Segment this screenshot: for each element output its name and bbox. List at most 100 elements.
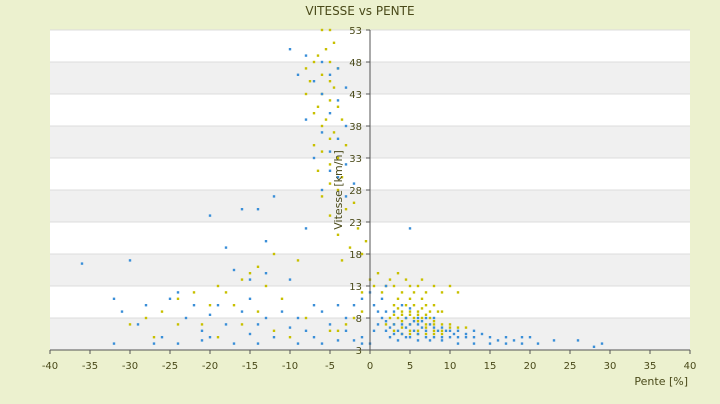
data-point-blue (388, 336, 392, 339)
data-point-yellow (320, 150, 324, 153)
data-point-yellow (440, 329, 444, 332)
data-point-blue (416, 316, 420, 320)
data-point-yellow (432, 304, 436, 307)
data-point-blue (528, 336, 532, 339)
data-point-yellow (448, 326, 452, 329)
data-point-blue (112, 297, 116, 300)
data-point-yellow (264, 284, 268, 288)
data-point-blue (232, 268, 236, 272)
chart-title: VITESSE vs PENTE (305, 4, 414, 18)
data-point-blue (272, 195, 276, 198)
y-tick-label: 53 (349, 26, 362, 37)
y-tick-label: 18 (349, 250, 362, 261)
data-point-yellow (288, 336, 292, 339)
data-point-blue (384, 329, 388, 332)
data-point-yellow (328, 28, 332, 32)
data-point-blue (320, 131, 324, 134)
data-point-yellow (416, 310, 420, 313)
data-point-blue (312, 80, 316, 83)
data-point-blue (264, 272, 268, 275)
data-point-yellow (420, 297, 424, 300)
data-point-blue (412, 329, 416, 332)
y-tick-label: 8 (356, 314, 362, 325)
data-point-blue (272, 336, 276, 339)
data-point-blue (344, 163, 348, 166)
data-point-blue (336, 137, 340, 140)
data-point-yellow (328, 99, 332, 102)
data-point-blue (448, 336, 452, 339)
data-point-blue (296, 73, 300, 76)
data-point-blue (576, 339, 580, 342)
data-point-yellow (440, 291, 444, 294)
data-point-blue (256, 208, 260, 211)
data-point-blue (224, 323, 228, 326)
data-point-yellow (424, 313, 428, 316)
data-point-blue (440, 339, 444, 342)
data-point-blue (336, 67, 340, 70)
y-tick-label: 28 (349, 186, 362, 197)
data-point-blue (536, 342, 540, 345)
data-point-yellow (408, 310, 412, 313)
data-point-yellow (456, 326, 460, 329)
data-point-blue (360, 297, 364, 300)
data-point-blue (192, 304, 196, 307)
data-point-blue (328, 73, 332, 76)
data-point-yellow (320, 195, 324, 198)
data-point-blue (448, 329, 452, 332)
data-point-yellow (232, 304, 236, 307)
data-point-yellow (328, 163, 332, 166)
data-point-yellow (416, 329, 420, 332)
data-point-yellow (412, 291, 416, 294)
data-point-yellow (456, 291, 460, 294)
data-point-blue (256, 323, 260, 326)
data-points (80, 28, 604, 348)
data-point-yellow (416, 284, 420, 288)
data-point-yellow (224, 291, 228, 294)
data-point-blue (352, 304, 356, 307)
data-point-yellow (312, 112, 316, 115)
data-point-yellow (388, 278, 392, 281)
data-point-blue (512, 339, 516, 342)
data-point-blue (344, 316, 348, 320)
data-point-yellow (344, 323, 348, 326)
data-point-blue (428, 323, 432, 326)
data-point-blue (144, 304, 148, 307)
data-point-yellow (424, 304, 428, 307)
data-point-yellow (408, 284, 412, 288)
data-point-blue (344, 329, 348, 332)
data-point-yellow (388, 316, 392, 320)
data-point-yellow (424, 323, 428, 326)
y-tick-label: 38 (349, 122, 362, 133)
data-point-blue (472, 342, 476, 345)
data-point-blue (408, 323, 412, 326)
data-point-blue (320, 188, 324, 192)
data-point-blue (224, 246, 228, 249)
data-point-yellow (304, 67, 308, 70)
data-point-yellow (408, 297, 412, 300)
y-axis-label: Vitesse [km/h] (332, 150, 345, 230)
data-point-yellow (308, 80, 312, 83)
data-point-blue (412, 320, 416, 323)
series-blue (80, 48, 604, 348)
data-point-yellow (364, 240, 368, 243)
data-point-blue (216, 304, 220, 307)
data-point-blue (392, 323, 396, 326)
data-point-blue (360, 336, 364, 339)
x-tick-label: 20 (524, 361, 537, 372)
data-point-blue (416, 339, 420, 342)
data-point-yellow (240, 278, 244, 281)
data-point-yellow (396, 316, 400, 320)
data-point-blue (404, 316, 408, 320)
data-point-yellow (256, 310, 260, 313)
data-point-yellow (440, 323, 444, 326)
data-point-blue (328, 150, 332, 153)
data-point-blue (408, 227, 412, 230)
data-point-yellow (408, 329, 412, 332)
data-point-yellow (192, 291, 196, 294)
data-point-yellow (312, 60, 316, 64)
data-point-blue (160, 336, 164, 339)
data-point-yellow (328, 214, 332, 217)
data-point-yellow (336, 329, 340, 332)
data-point-blue (200, 329, 204, 332)
